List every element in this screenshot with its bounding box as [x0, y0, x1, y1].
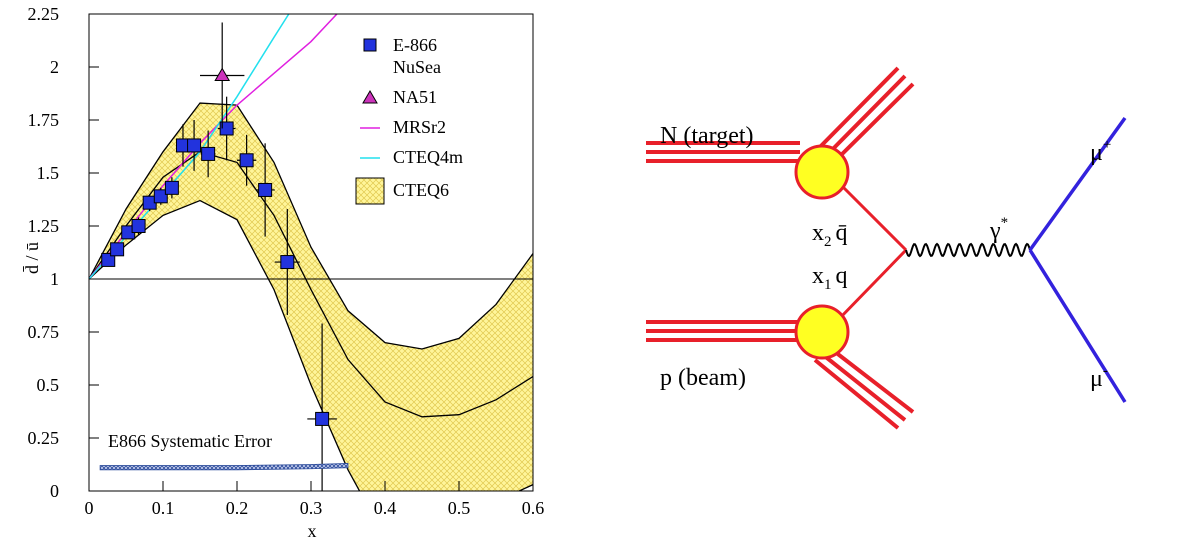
band [89, 103, 533, 491]
marker [201, 146, 216, 161]
legend-label: CTEQ6 [393, 180, 449, 200]
marker [258, 182, 273, 197]
marker [280, 255, 295, 270]
legend-entry: NA51 [355, 86, 463, 108]
band-lower-line [89, 199, 533, 491]
legend-label: NA51 [393, 87, 437, 107]
y-tick-label: 0.25 [28, 428, 60, 448]
marker [131, 219, 146, 233]
legend-entry: E-866 NuSea [355, 34, 463, 78]
legend-icon [355, 177, 385, 205]
marker [153, 189, 168, 204]
label-subscript: 2 [824, 234, 832, 250]
feynman-diagram: N (target) p (beam) x2 q̄x1 qγ*μ+μ- [646, 66, 1127, 430]
legend-marker [362, 90, 378, 104]
y-tick-label: 1 [50, 269, 59, 289]
legend-icon [360, 157, 380, 159]
target-label: N (target) [660, 123, 754, 149]
y-tick-label: 1.5 [37, 163, 60, 183]
label-superscript: * [1001, 215, 1009, 231]
y-tick-label: 2 [50, 57, 59, 77]
legend-label: E-866 NuSea [393, 35, 441, 77]
muon-minus-label: μ- [1090, 363, 1108, 392]
label-text: μ [1090, 366, 1103, 392]
x-tick-label: 0.4 [374, 498, 397, 518]
band-upper-line [89, 102, 533, 350]
marker [214, 67, 231, 81]
y-axis-label: d̄ / ū [22, 242, 42, 274]
label-text: x [812, 220, 824, 246]
x-tick-label: 0.6 [522, 498, 545, 518]
legend-entry: MRSr2 [355, 116, 463, 138]
band-values-line [89, 151, 533, 418]
quark-label: x1 q [812, 263, 848, 293]
y-tick-label: 1.25 [28, 216, 60, 236]
y-tick-label: 0 [50, 481, 59, 501]
x-tick-label: 0.5 [448, 498, 471, 518]
plot-area [89, 14, 533, 491]
legend-label: CTEQ4m [393, 147, 463, 167]
legend-label: MRSr2 [393, 117, 447, 137]
muon-plus-label: μ+ [1090, 137, 1111, 166]
x-tick-label: 0.1 [152, 498, 175, 518]
photon-label: γ* [989, 215, 1008, 244]
legend-entry: CTEQ6 [355, 176, 463, 205]
beam-label: p (beam) [660, 365, 746, 391]
y-tick-label: 1.75 [28, 110, 60, 130]
legend: E-866 NuSea NA51 MRSr2 CTEQ4m CTEQ6 [355, 34, 463, 213]
marker [239, 153, 254, 168]
x-axis-label: x [308, 521, 317, 541]
label-text: q̄ [836, 220, 848, 246]
marker [101, 252, 116, 267]
marker [219, 121, 234, 136]
marker [110, 242, 125, 257]
label-text: γ [989, 218, 1001, 244]
legend-icon [363, 38, 377, 52]
legend-entry: CTEQ4m [355, 146, 463, 168]
y-tick-label: 0.75 [28, 322, 60, 342]
legend-icon [362, 90, 378, 104]
marker [187, 138, 202, 153]
marker [315, 411, 330, 426]
x-tick-label: 0.2 [226, 498, 249, 518]
antiquark-label: x2 q̄ [812, 220, 848, 250]
legend-box [355, 177, 385, 205]
y-tick-label: 0.5 [37, 375, 60, 395]
label-superscript: + [1103, 137, 1111, 153]
label-text: q [836, 263, 848, 289]
label-subscript: 1 [824, 277, 832, 293]
y-tick-label: 2.25 [28, 4, 60, 24]
legend-marker [363, 38, 377, 52]
x-tick-label: 0.3 [300, 498, 323, 518]
annotation: E866 Systematic Error [108, 431, 272, 451]
label-superscript: - [1103, 363, 1108, 379]
marker [164, 180, 179, 195]
label-text: x [812, 263, 824, 289]
systematic-error-band [99, 463, 349, 471]
label-text: μ [1090, 140, 1103, 166]
legend-icon [360, 127, 380, 129]
x-tick-label: 0 [85, 498, 94, 518]
